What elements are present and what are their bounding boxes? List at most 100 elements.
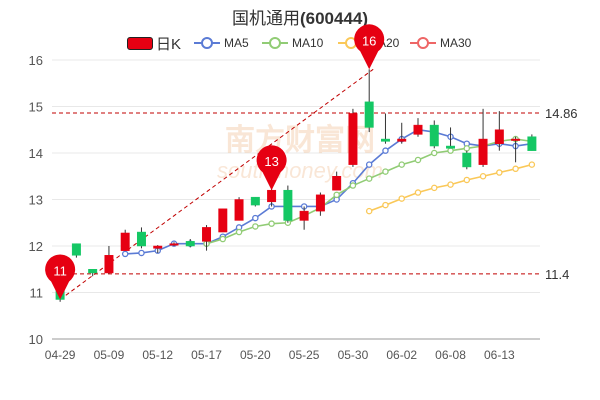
candle-body [511, 138, 521, 141]
y-tick-label: 11 [30, 286, 44, 301]
candle-body [315, 194, 325, 212]
x-tick-label: 05-30 [338, 348, 369, 362]
legend-label: 日K [156, 35, 182, 53]
candle-body [169, 243, 179, 246]
reference-label: 11.4 [545, 267, 569, 282]
candle-body [250, 196, 260, 206]
ma-point-ma20 [479, 172, 487, 180]
ma-point-ma10 [235, 228, 243, 236]
line-legend-icon [194, 37, 220, 49]
price-marker-pin [45, 254, 76, 300]
candle-body [267, 189, 277, 203]
y-tick-label: 15 [29, 100, 43, 115]
ma-point-ma10 [365, 175, 373, 182]
ma-point-ma20 [512, 165, 519, 173]
price-marker-label: 11 [53, 263, 67, 278]
y-tick-label: 14 [29, 146, 43, 161]
candle-body [446, 145, 456, 149]
candle-body [185, 241, 195, 247]
candle-body [478, 138, 488, 165]
x-tick-label: 06-08 [435, 348, 466, 362]
y-tick-label: 12 [29, 239, 43, 254]
ma-point-ma20 [414, 189, 422, 196]
x-tick-label: 05-20 [240, 348, 271, 362]
ma-point-ma5 [138, 249, 145, 257]
ma-point-ma20 [496, 169, 503, 176]
y-tick-label: 13 [29, 193, 43, 208]
legend-label: MA10 [292, 36, 324, 50]
candle-body [234, 199, 244, 221]
legend-item-daily-k[interactable]: 日K [127, 33, 181, 53]
x-tick-label: 05-17 [191, 348, 222, 362]
ma-point-ma5 [252, 214, 259, 222]
price-marker-label: 13 [264, 154, 278, 169]
y-tick-label: 10 [29, 332, 43, 347]
candle-body [153, 245, 163, 249]
candle-body [71, 243, 81, 256]
candle-body [88, 269, 98, 274]
candle-body [299, 210, 309, 221]
ma-point-ma10 [268, 220, 275, 227]
x-tick-label: 05-25 [289, 348, 320, 362]
ma-point-ma20 [463, 176, 471, 184]
legend-label: MA30 [440, 36, 472, 50]
stock-name: 国机通用 [231, 9, 300, 28]
price-marker-pin [256, 145, 287, 191]
ma-point-ma10 [431, 149, 438, 157]
candle-body [380, 138, 390, 142]
candle-body [136, 231, 146, 247]
watermark-subtext: southmoney.com [217, 158, 383, 183]
line-legend-icon [410, 37, 436, 49]
ma-point-ma20 [447, 181, 454, 188]
ma-point-ma10 [349, 182, 357, 189]
stock-code: (600444) [299, 9, 369, 28]
candle-legend-icon [127, 36, 153, 50]
legend-item-ma10[interactable]: MA10 [262, 33, 323, 53]
ma-point-ma5 [382, 147, 389, 154]
candle-body [527, 136, 537, 151]
candle-body [283, 189, 293, 221]
y-tick-label: 16 [29, 53, 43, 68]
ma-line-ma20 [368, 163, 533, 212]
candle-body [397, 138, 407, 142]
legend-item-ma30[interactable]: MA30 [410, 33, 471, 53]
ma-point-ma10 [252, 223, 259, 230]
ma-point-ma5 [365, 161, 373, 168]
ma-point-ma5 [121, 250, 129, 258]
legend-label: MA5 [224, 36, 249, 50]
candle-body [494, 129, 504, 144]
ma-point-ma10 [398, 161, 405, 168]
legend-item-ma5[interactable]: MA5 [194, 33, 249, 53]
ma-point-ma10 [463, 145, 471, 152]
x-tick-label: 06-13 [484, 348, 515, 362]
price-marker-label: 16 [362, 33, 376, 48]
ma-point-ma10 [333, 191, 340, 199]
candle-body [104, 255, 114, 274]
ma-point-ma20 [431, 184, 438, 192]
x-tick-label: 05-12 [142, 348, 173, 362]
ma-point-ma10 [414, 156, 422, 164]
candle-body [332, 176, 342, 191]
price-marker-pin [354, 24, 385, 70]
chart-title: 国机通用(600444) [0, 4, 600, 29]
ma-point-ma10 [382, 168, 389, 175]
ma-point-ma20 [365, 207, 373, 215]
ma-point-ma20 [398, 195, 405, 202]
candle-body [429, 124, 439, 147]
candle-body [364, 101, 374, 128]
candle-body [348, 113, 358, 165]
candle-body [202, 227, 212, 242]
candle-body [120, 232, 130, 251]
candle-body [218, 208, 228, 233]
ma-point-ma10 [447, 147, 454, 154]
x-tick-label: 05-09 [94, 348, 125, 362]
ma-point-ma20 [528, 161, 536, 168]
line-legend-icon [262, 37, 288, 49]
ma-point-ma20 [382, 201, 389, 209]
candle-body [462, 152, 472, 168]
x-tick-label: 06-02 [386, 348, 417, 362]
candle-body [413, 124, 423, 135]
reference-label: 14.86 [545, 106, 578, 121]
ma-point-ma10 [219, 235, 227, 243]
